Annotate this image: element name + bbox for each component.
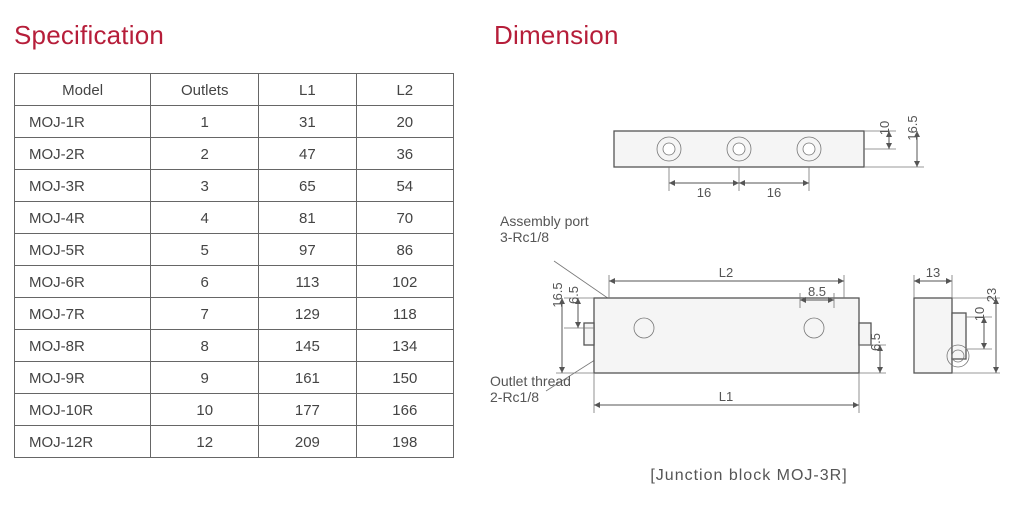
- col-l1: L1: [259, 74, 356, 106]
- cell-l2: 166: [356, 394, 453, 426]
- cell-model: MOJ-5R: [15, 234, 151, 266]
- cell-l2: 198: [356, 426, 453, 458]
- table-row: MOJ-1R13120: [15, 106, 454, 138]
- cell-model: MOJ-10R: [15, 394, 151, 426]
- dim-6p5-right: 6.5: [868, 333, 883, 351]
- cell-outlets: 1: [151, 106, 259, 138]
- cell-outlets: 5: [151, 234, 259, 266]
- cell-l1: 209: [259, 426, 356, 458]
- dim-l1: L1: [719, 389, 733, 404]
- cell-model: MOJ-9R: [15, 362, 151, 394]
- table-header-row: Model Outlets L1 L2: [15, 74, 454, 106]
- cell-outlets: 3: [151, 170, 259, 202]
- table-row: MOJ-12R12209198: [15, 426, 454, 458]
- specification-title: Specification: [14, 20, 454, 51]
- dim-l2: L2: [719, 265, 733, 280]
- cell-l1: 97: [259, 234, 356, 266]
- table-row: MOJ-9R9161150: [15, 362, 454, 394]
- table-row: MOJ-4R48170: [15, 202, 454, 234]
- cell-l1: 81: [259, 202, 356, 234]
- cell-model: MOJ-3R: [15, 170, 151, 202]
- cell-model: MOJ-7R: [15, 298, 151, 330]
- table-row: MOJ-8R8145134: [15, 330, 454, 362]
- cell-outlets: 9: [151, 362, 259, 394]
- cell-model: MOJ-4R: [15, 202, 151, 234]
- drawing-caption: [Junction block MOJ-3R]: [494, 467, 1004, 485]
- cell-l2: 20: [356, 106, 453, 138]
- cell-model: MOJ-8R: [15, 330, 151, 362]
- cell-model: MOJ-6R: [15, 266, 151, 298]
- table-row: MOJ-7R7129118: [15, 298, 454, 330]
- cell-outlets: 10: [151, 394, 259, 426]
- cell-l1: 31: [259, 106, 356, 138]
- table-row: MOJ-10R10177166: [15, 394, 454, 426]
- dim-top-pitch-a: 16: [697, 185, 711, 200]
- dim-top-h-inner: 10: [877, 121, 892, 135]
- col-outlets: Outlets: [151, 74, 259, 106]
- cell-l1: 161: [259, 362, 356, 394]
- cell-l2: 86: [356, 234, 453, 266]
- cell-outlets: 6: [151, 266, 259, 298]
- cell-l1: 113: [259, 266, 356, 298]
- dim-16p5-left: 16.5: [550, 282, 565, 307]
- col-model: Model: [15, 74, 151, 106]
- dim-8p5: 8.5: [808, 284, 826, 299]
- cell-model: MOJ-1R: [15, 106, 151, 138]
- dim-top-h-outer: 16.5: [905, 115, 920, 140]
- label-outlet-thread: Outlet thread 2-Rc1/8: [490, 373, 571, 405]
- cell-l2: 54: [356, 170, 453, 202]
- dim-end-10: 10: [972, 307, 987, 321]
- cell-outlets: 7: [151, 298, 259, 330]
- cell-l2: 70: [356, 202, 453, 234]
- cell-outlets: 12: [151, 426, 259, 458]
- dim-6p5-left: 6.5: [566, 286, 581, 304]
- cell-l1: 47: [259, 138, 356, 170]
- dim-end-23: 23: [984, 288, 999, 302]
- cell-l2: 36: [356, 138, 453, 170]
- dim-end-13: 13: [926, 265, 940, 280]
- cell-outlets: 2: [151, 138, 259, 170]
- cell-l2: 102: [356, 266, 453, 298]
- dimension-title: Dimension: [494, 20, 1004, 51]
- cell-l2: 134: [356, 330, 453, 362]
- table-row: MOJ-5R59786: [15, 234, 454, 266]
- cell-l2: 150: [356, 362, 453, 394]
- table-row: MOJ-3R36554: [15, 170, 454, 202]
- cell-l1: 145: [259, 330, 356, 362]
- cell-outlets: 4: [151, 202, 259, 234]
- dim-top-pitch-b: 16: [767, 185, 781, 200]
- spec-table: Model Outlets L1 L2 MOJ-1R13120MOJ-2R247…: [14, 73, 454, 458]
- cell-l1: 177: [259, 394, 356, 426]
- col-l2: L2: [356, 74, 453, 106]
- cell-model: MOJ-2R: [15, 138, 151, 170]
- table-row: MOJ-6R6113102: [15, 266, 454, 298]
- cell-outlets: 8: [151, 330, 259, 362]
- cell-l2: 118: [356, 298, 453, 330]
- table-row: MOJ-2R24736: [15, 138, 454, 170]
- side-end-svg: L2 8.5 6.5 16.5 6.5: [494, 223, 1004, 453]
- dimension-drawing: 16 16 10 16.5: [494, 73, 1004, 493]
- cell-l1: 129: [259, 298, 356, 330]
- cell-model: MOJ-12R: [15, 426, 151, 458]
- label-assembly-port: Assembly port 3-Rc1/8: [500, 213, 589, 245]
- cell-l1: 65: [259, 170, 356, 202]
